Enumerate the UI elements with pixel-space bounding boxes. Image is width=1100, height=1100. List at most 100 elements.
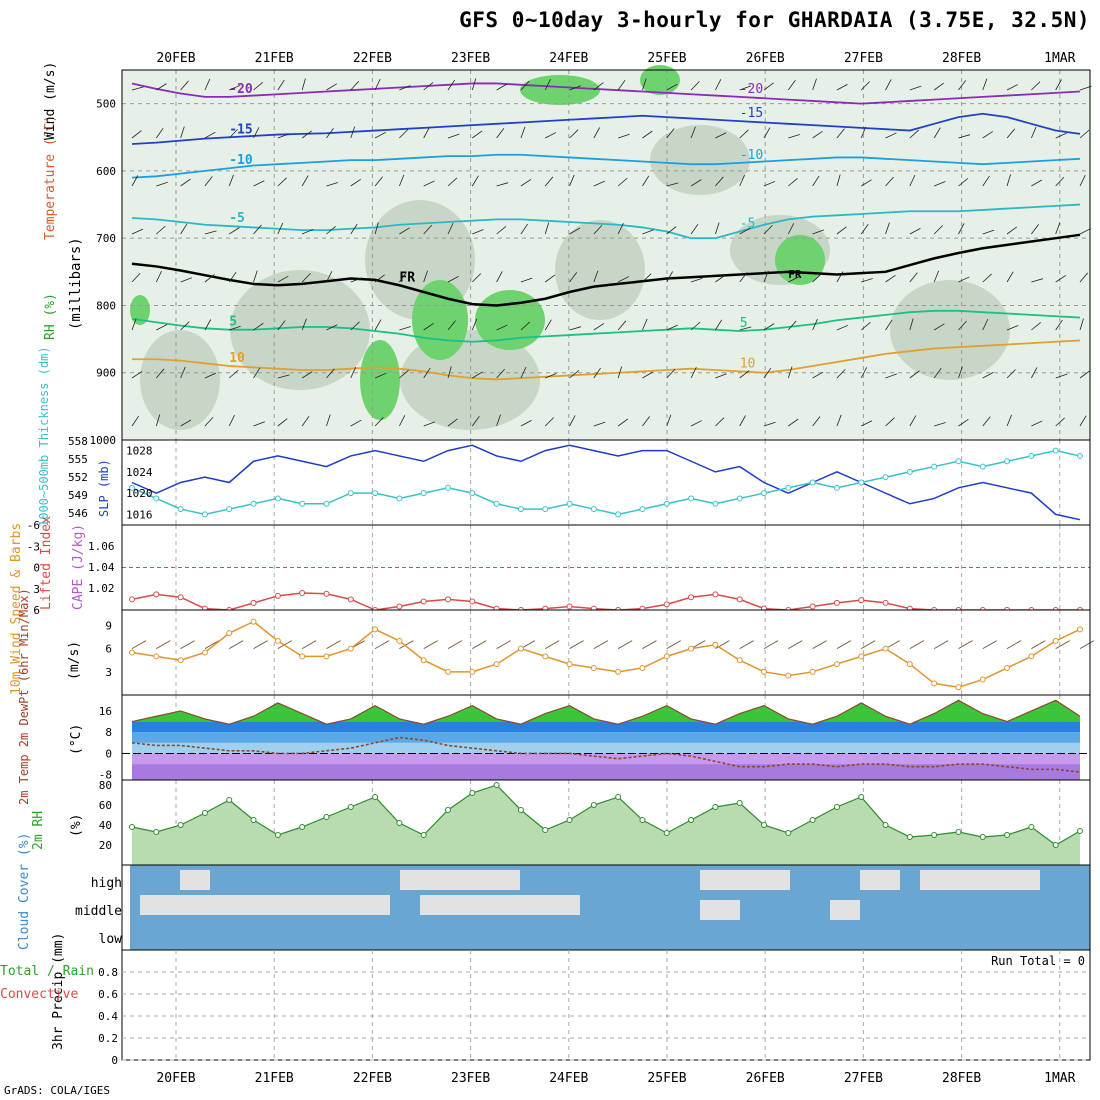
wind10m-panel-point: [517, 645, 524, 652]
wind-barb: [885, 417, 895, 427]
wind-barb: [958, 366, 963, 379]
wind10m-barb: [496, 640, 511, 649]
wind-barb: [982, 372, 994, 379]
credit-text: GrADS: COLA/IGES: [4, 1084, 110, 1097]
wind-barb: [812, 371, 824, 379]
wind-barb: [131, 175, 139, 187]
cloud-gap: [860, 870, 900, 890]
wind10m-barb: [861, 640, 876, 649]
wind-barb: [569, 370, 580, 379]
wind-barb: [617, 366, 623, 379]
wind10m-barb: [909, 640, 925, 649]
wind-barb: [520, 321, 531, 331]
rh2m-point: [153, 829, 160, 835]
wind-barb: [836, 226, 847, 235]
wind-barb: [958, 80, 967, 91]
wind-barb: [617, 320, 627, 331]
temp-contour-line: [131, 203, 1081, 240]
wind-barb: [739, 174, 745, 187]
wind-barb: [350, 80, 360, 91]
wind-barb: [180, 366, 186, 379]
wind-barb: [326, 128, 334, 139]
wind10m-panel-point: [615, 668, 622, 675]
wind-barb: [763, 270, 769, 283]
wind-barb: [666, 414, 672, 427]
precip-axis-label: 3hr Precip (mm): [51, 933, 66, 1050]
wind-barb: [399, 326, 411, 331]
cape-tick: 1.06: [88, 540, 115, 553]
thickness-axis-label: 1000~500mb Thickness (dm): [37, 346, 51, 527]
wind-barb: [715, 222, 720, 235]
rh2m-point: [906, 834, 913, 840]
wind-barb: [1006, 271, 1014, 283]
thickness-panel-point: [299, 500, 306, 507]
wind10m-barb: [447, 640, 463, 649]
wind10m-panel-point: [882, 645, 889, 652]
wind-barb: [836, 174, 841, 187]
wind-barb: [326, 368, 335, 379]
wind-barb: [690, 321, 701, 331]
wind-barb: [958, 320, 967, 331]
wind-barb: [909, 272, 918, 283]
wind-barb: [666, 368, 676, 379]
temp-contour-label: -20: [740, 82, 763, 97]
temp-contour-line: [131, 309, 1081, 343]
wind-barb: [277, 275, 289, 283]
wind-barb: [909, 318, 914, 331]
wind-barb: [326, 324, 338, 331]
thickness-panel-point: [542, 506, 549, 513]
wind-barb: [836, 324, 849, 331]
wind-barb: [1079, 415, 1087, 427]
top-date-label: 21FEB: [255, 51, 294, 66]
lifted-index-tick: -6: [27, 519, 40, 532]
thickness-panel-point: [129, 484, 135, 491]
wind-barb: [520, 420, 532, 427]
temp-contour-line: [131, 233, 1081, 307]
wind10m-tick: 3: [105, 666, 112, 679]
upper-air-panel: 500 600 700 800 900 1000 20FEB 21FEB 22FEB 23FEB 2…: [43, 51, 1092, 447]
wind-barb: [180, 277, 192, 283]
wind-barb: [301, 130, 312, 139]
wind-barb: [788, 276, 800, 283]
wind-barb: [739, 227, 751, 235]
wind10m-panel-point: [469, 668, 476, 675]
wind-barb: [156, 181, 168, 187]
wind-barb: [156, 368, 165, 379]
temp2m-axis-label: 2m Temp 2m DewPt (6hr Min/Max): [17, 588, 31, 805]
wind-barb: [739, 85, 752, 91]
wind10m-panel-point: [785, 672, 792, 679]
wind-barb: [374, 132, 386, 139]
wind-barb: [423, 421, 436, 427]
wind-barb: [472, 273, 482, 283]
rh2m-point: [372, 794, 379, 800]
wind-barb: [666, 271, 673, 283]
lifted-index-panel-point: [250, 599, 257, 606]
upper-tick-label: 1000: [90, 434, 117, 447]
wind-barb: [836, 271, 844, 283]
wind-barb: [690, 179, 702, 187]
rh2m-point: [931, 832, 938, 838]
wind-barb: [934, 422, 946, 427]
thickness-panel-point: [493, 500, 500, 507]
thickness-panel-point: [250, 500, 257, 507]
thickness-panel-point: [1028, 452, 1035, 459]
thickness-panel-point: [201, 511, 208, 518]
wind-barb: [617, 276, 630, 283]
wind-barb: [812, 273, 822, 283]
wind10m-panel-point: [347, 645, 354, 652]
temp2m-unit-label: (°C): [69, 724, 84, 755]
wind-barb: [690, 420, 702, 427]
temp-contour-label: -5: [740, 216, 756, 231]
wind-barb: [131, 228, 144, 235]
wind-barb: [787, 80, 796, 91]
temp-contour-line: [131, 112, 1081, 145]
wind-barb: [593, 367, 601, 379]
wind-barb: [1006, 174, 1011, 187]
wind10m-barb: [763, 640, 779, 649]
wind-barb: [715, 176, 724, 187]
wind-barb: [277, 133, 290, 139]
temp2m-band: [132, 753, 1080, 765]
rh2m-tick: 40: [99, 819, 112, 832]
cloud-row-label: low: [99, 932, 123, 947]
wind-barb: [982, 318, 989, 331]
